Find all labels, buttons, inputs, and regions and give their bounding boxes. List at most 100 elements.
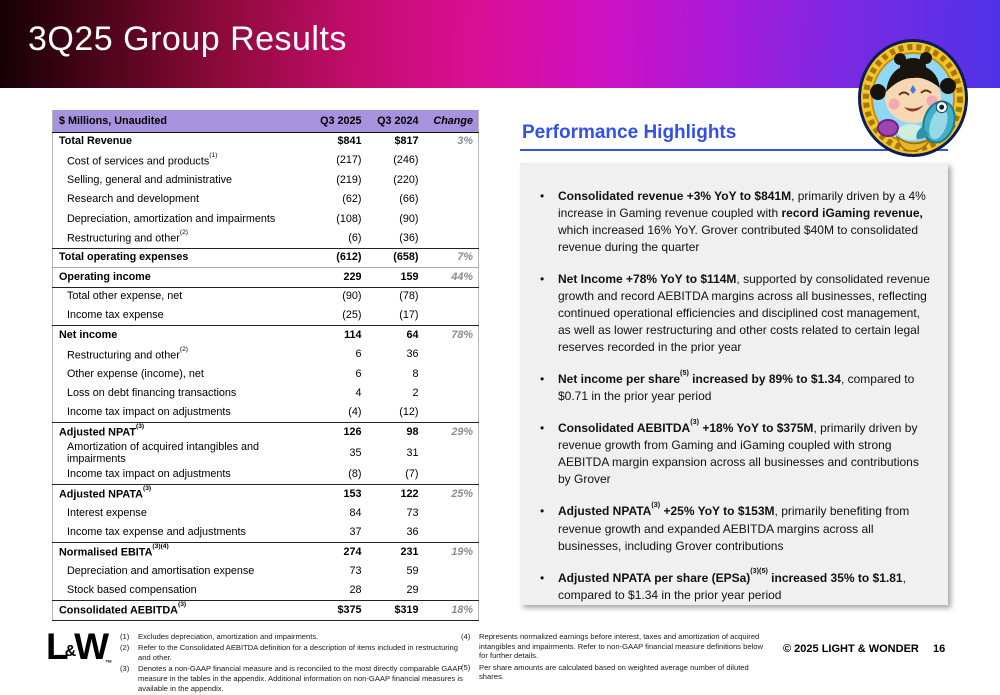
value-q3-2025: (8): [308, 464, 368, 485]
table-row: Adjusted NPAT(3) 126 98 29%: [53, 423, 479, 442]
value-change: [425, 151, 479, 170]
value-q3-2024: 159: [367, 267, 425, 288]
row-label: Adjusted NPATA(3): [59, 484, 152, 501]
col-header-metric: $ Millions, Unaudited: [52, 110, 309, 133]
value-q3-2025: $375: [308, 600, 368, 621]
value-q3-2025: (90): [342, 290, 362, 303]
highlight-bullet: Net income per share(5) increased by 89%…: [538, 368, 930, 405]
row-label: Restructuring and other(2): [67, 345, 189, 362]
footnote: (5) Per share amounts are calculated base…: [461, 663, 767, 682]
row-label: Total Revenue: [59, 135, 132, 148]
financial-table-body: Total Revenue $841 $817 3% Cost of services …: [52, 132, 479, 621]
value-q3-2024: (36): [367, 228, 425, 249]
table-row: Income tax impact on adjustments (4) (12): [52, 403, 479, 424]
table-row: Adjusted NPATA(3) 153 122 25%: [53, 484, 479, 503]
table-row: Research and development (62) (66): [53, 190, 479, 209]
value-q3-2024: $319: [367, 600, 425, 621]
value-q3-2024: (66): [399, 193, 419, 206]
value-q3-2025: (25): [308, 306, 368, 327]
value-change: [425, 210, 479, 229]
value-q3-2025: 73: [349, 564, 362, 577]
value-q3-2025: (108): [336, 212, 362, 225]
highlight-bullet: Consolidated revenue +3% YoY to $841M, p…: [538, 188, 930, 256]
row-label: Net income: [59, 329, 118, 342]
table-header-row: $ Millions, Unaudited Q3 2025 Q3 2024 Ch…: [52, 110, 479, 133]
value-change: [424, 228, 479, 249]
value-change: [425, 345, 479, 364]
value-q3-2025: (4): [308, 403, 368, 424]
row-label: Normalised EBITA(3)(4): [59, 542, 169, 559]
table-row: Income tax impact on adjustments (8) (7): [52, 464, 479, 485]
value-change: [425, 287, 479, 306]
value-q3-2024: (17): [367, 306, 425, 327]
row-label: Selling, general and administrative: [67, 173, 233, 186]
value-q3-2025: (62): [342, 193, 362, 206]
value-q3-2024: 2: [412, 387, 419, 400]
logo-trademark: ™: [105, 660, 113, 667]
value-change: [425, 171, 479, 190]
table-row: Depreciation and amortisation expense 73 5…: [53, 562, 479, 581]
highlights-underline: [520, 149, 948, 151]
footnote: (4) Represents normalized earnings before…: [461, 632, 767, 661]
value-q3-2025: 114: [344, 329, 362, 342]
highlight-bullet: Adjusted NPATA per share (EPSa)(3)(5) in…: [538, 566, 930, 604]
value-q3-2025: 37: [308, 523, 368, 543]
highlights-title: Performance Highlights: [522, 122, 737, 143]
row-label: Restructuring and other(2): [52, 229, 309, 249]
value-change: 29%: [451, 426, 473, 439]
value-q3-2024: 29: [367, 581, 425, 602]
table-row: Normalised EBITA(3)(4) 274 231 19%: [53, 542, 479, 561]
row-label: Income tax impact on adjustments: [52, 464, 309, 485]
row-label: Depreciation, amortization and impairmen…: [67, 212, 276, 225]
footnote-text: Excludes depreciation, amortization and …: [138, 632, 319, 641]
value-q3-2025: 28: [308, 581, 368, 602]
value-change: [425, 384, 479, 403]
value-change: 19%: [451, 545, 473, 558]
value-q3-2024: (220): [393, 173, 419, 186]
bullet-marker: [538, 503, 558, 554]
row-label: Operating income: [52, 267, 309, 288]
value-q3-2025: 274: [343, 545, 362, 558]
col-header-change: Change: [424, 110, 479, 133]
bullet-text: Consolidated revenue +3% YoY to $841M, p…: [558, 189, 926, 255]
footnotes-left: (1) Excludes depreciation, amortization a…: [120, 632, 468, 695]
value-q3-2024: $817: [394, 135, 419, 148]
table-row: Loss on debt financing transactions 4 2: [53, 384, 479, 403]
value-q3-2025: 35: [349, 446, 362, 459]
col-header-q3-2025: Q3 2025: [308, 110, 368, 133]
table-row: Income tax expense (25) (17): [52, 306, 479, 327]
copyright-text: © 2025 LIGHT & WONDER: [783, 643, 919, 655]
row-label: Cost of services and products(1): [67, 151, 218, 168]
value-q3-2024: 98: [406, 426, 419, 439]
value-change: [424, 523, 479, 543]
value-q3-2025: 84: [349, 506, 362, 519]
bullet-text: Adjusted NPATA(3) +25% YoY to $153M, pri…: [558, 499, 910, 553]
table-row: Amortization of acquired intangibles and…: [53, 442, 479, 465]
value-change: 25%: [451, 487, 473, 500]
page-number: 16: [933, 643, 946, 655]
footnote-number: (3): [120, 664, 130, 674]
value-q3-2024: (12): [367, 403, 425, 424]
value-change: 44%: [424, 267, 479, 288]
footnote-number: (1): [120, 632, 130, 641]
row-label: Depreciation and amortisation expense: [67, 564, 255, 577]
value-q3-2024: 36: [406, 348, 419, 361]
financials-table: $ Millions, Unaudited Q3 2025 Q3 2024 Ch…: [52, 110, 479, 621]
row-label: Consolidated AEBITDA(3): [52, 600, 309, 621]
highlight-bullet: Net Income +78% YoY to $114M, supported …: [538, 271, 930, 356]
slide-footer: L&W™ (1) Excludes depreciation, amortizat…: [0, 626, 1000, 693]
table-row: Depreciation, amortization and impairmen…: [53, 210, 479, 229]
footnote-number: (5): [461, 662, 471, 672]
table-row: Income tax expense and adjustments 37 36: [52, 523, 479, 543]
mascot-svg: [858, 39, 968, 157]
value-q3-2024: 59: [406, 564, 419, 577]
value-q3-2025: 4: [355, 387, 362, 400]
value-change: 18%: [424, 600, 479, 621]
row-label: Amortization of acquired intangibles and…: [67, 441, 260, 465]
value-q3-2024: (78): [399, 290, 419, 303]
row-label: Adjusted NPAT(3): [59, 423, 145, 439]
footnote: (2) Refer to the Consolidated AEBITDA def…: [120, 643, 468, 662]
value-change: 3%: [457, 135, 473, 148]
value-change: [425, 190, 479, 209]
footnote-text: Represents normalized earnings before in…: [479, 632, 763, 661]
